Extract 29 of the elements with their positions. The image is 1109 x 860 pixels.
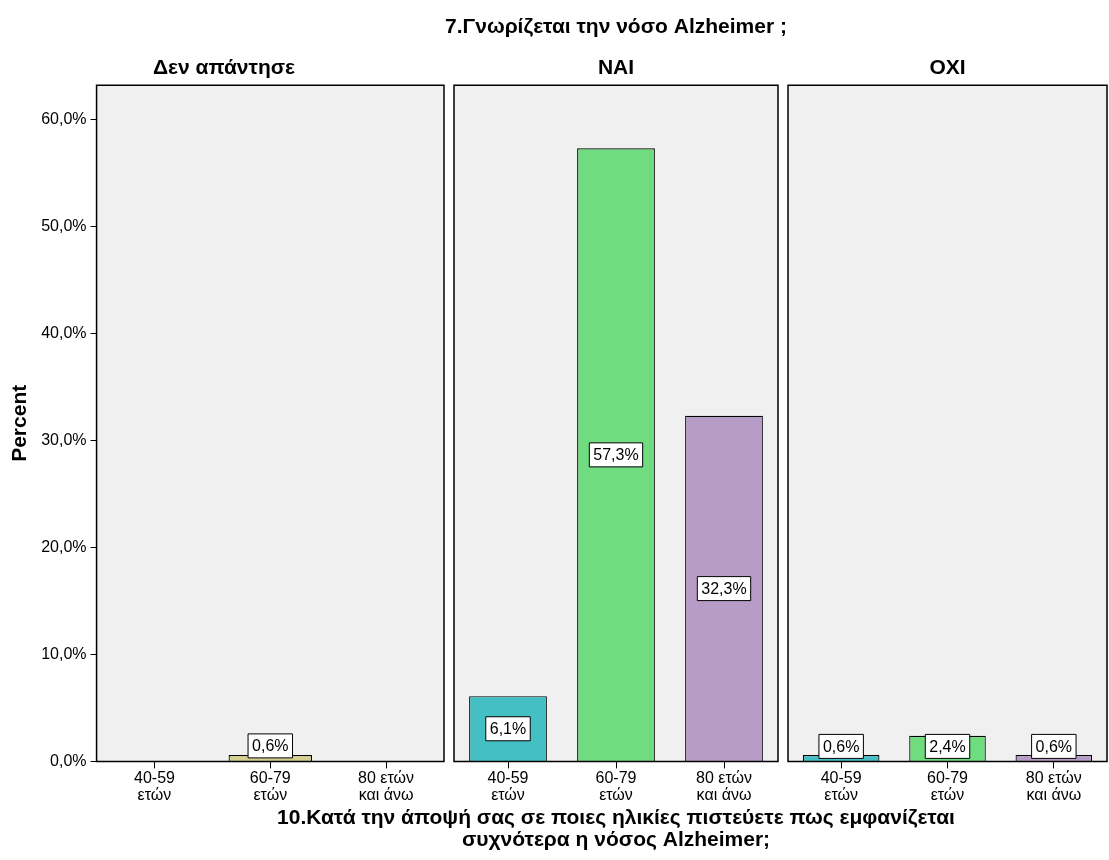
x-tick-label: 60-79 ετών [249,769,291,804]
y-tick-label: 50,0% [41,216,87,234]
x-tick-label: 60-79 ετών [927,769,969,804]
x-tick-label: 80 ετών και άνω [358,769,415,804]
data-label: 32,3% [701,580,747,598]
x-axis-title: 10.Κατά την άποψή σας σε ποιες ηλικίες πιστεύετε πως εμφανίζεται συχνότερα η νόσος Alzheimer; [276,805,956,850]
y-tick-label: 0,0% [50,751,87,769]
x-tick-label: 40-59 ετών [820,769,862,804]
x-tick-label: 40-59 ετών [487,769,529,804]
x-tick-label: 60-79 ετών [595,769,637,804]
y-tick-label: 60,0% [41,109,87,127]
chart-subtitle: Δεν απάντησε [152,55,296,79]
y-tick-label: 40,0% [41,323,87,341]
chart-subtitle: ΟΧΙ [929,55,966,79]
y-tick-label: 20,0% [41,537,87,555]
x-tick-label: 80 ετών και άνω [1025,769,1082,804]
data-label: 0,6% [822,737,860,755]
data-label: 0,6% [252,737,289,755]
y-tick-label: 10,0% [41,644,87,662]
chart-subtitle: ΝΑΙ [597,55,635,79]
y-axis-title: Percent [7,384,31,462]
data-label: 0,6% [1035,737,1073,755]
chart-title: 7.Γνωρίζεται την νόσο Alzheimer ; [444,14,788,38]
data-label: 6,1% [489,720,527,738]
x-tick-label: 80 ετών και άνω [696,769,752,804]
y-tick-label: 30,0% [41,430,87,448]
data-label: 2,4% [929,737,966,755]
x-tick-label: 40-59 ετών [134,769,176,804]
data-label: 57,3% [593,446,639,464]
